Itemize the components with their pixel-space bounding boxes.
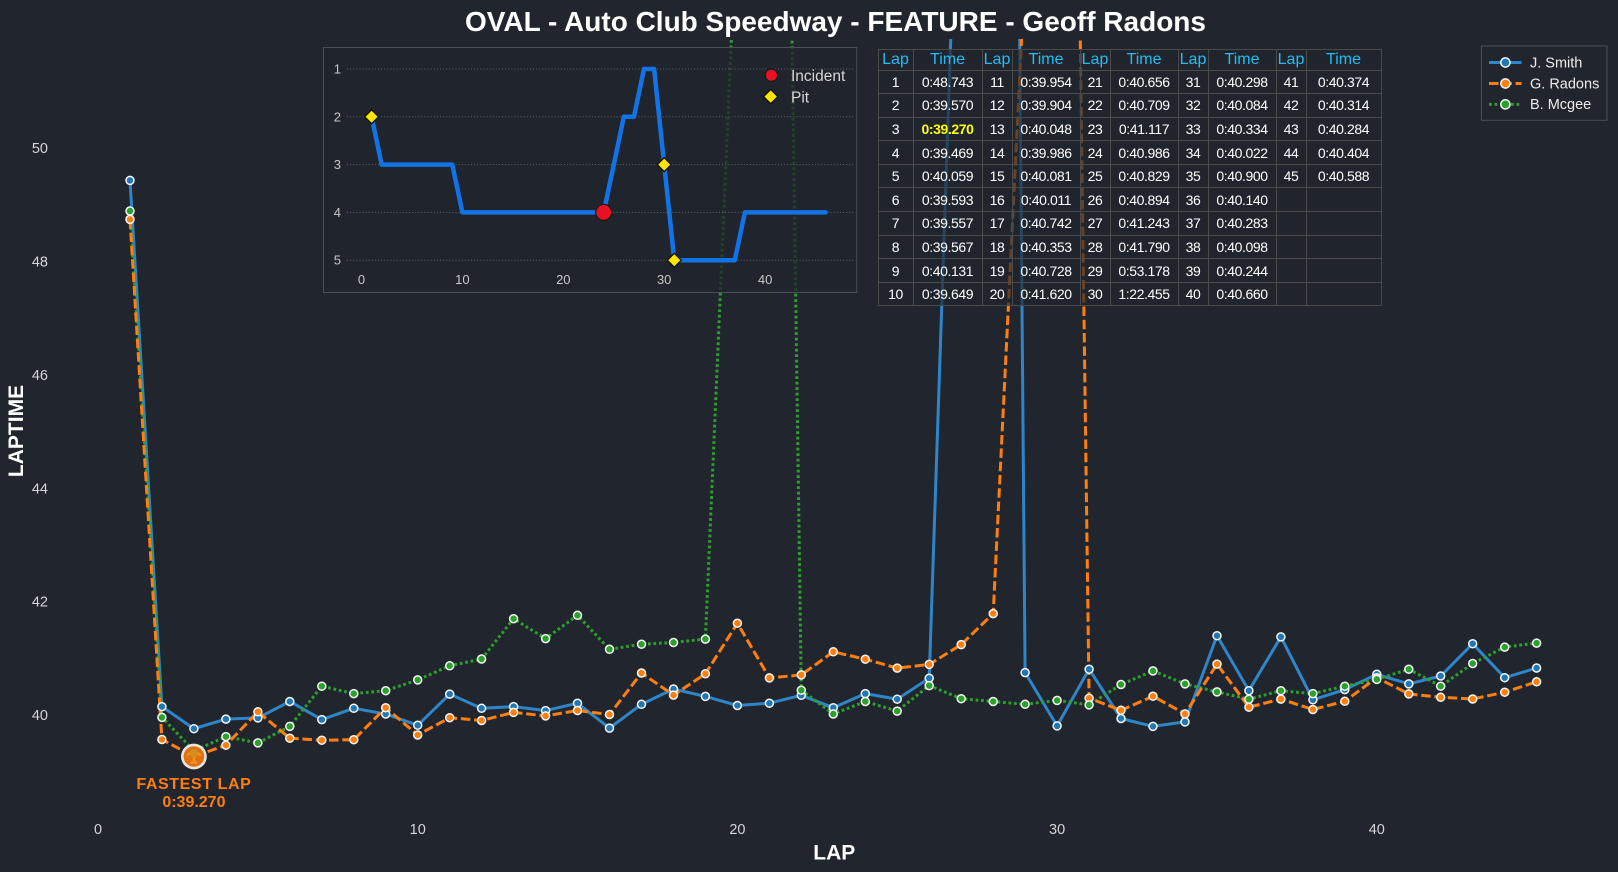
- svg-text:G. Radons: G. Radons: [1530, 76, 1599, 92]
- svg-text:0: 0: [94, 822, 102, 838]
- svg-text:46: 46: [32, 368, 48, 384]
- svg-text:48: 48: [32, 255, 48, 271]
- svg-text:Incident: Incident: [791, 68, 846, 85]
- svg-text:2: 2: [334, 109, 341, 124]
- svg-text:1: 1: [334, 62, 341, 77]
- svg-text:44: 44: [32, 481, 48, 497]
- svg-text:0: 0: [358, 272, 365, 287]
- svg-text:40: 40: [758, 272, 772, 287]
- svg-text:LAPTIME: LAPTIME: [5, 385, 28, 477]
- svg-text:20: 20: [556, 272, 570, 287]
- svg-text:Pit: Pit: [791, 89, 810, 106]
- svg-text:4: 4: [334, 205, 341, 220]
- svg-text:5: 5: [334, 253, 341, 268]
- svg-text:30: 30: [1049, 822, 1065, 838]
- svg-text:20: 20: [729, 822, 745, 838]
- svg-text:3: 3: [334, 157, 341, 172]
- svg-text:42: 42: [32, 595, 48, 611]
- svg-text:0:39.270: 0:39.270: [162, 794, 225, 811]
- svg-text:B. Mcgee: B. Mcgee: [1530, 97, 1591, 113]
- svg-text:30: 30: [657, 272, 671, 287]
- svg-text:LAP: LAP: [813, 842, 855, 865]
- svg-text:40: 40: [1369, 822, 1385, 838]
- svg-text:40: 40: [32, 708, 48, 724]
- svg-text:10: 10: [410, 822, 426, 838]
- svg-text:10: 10: [455, 272, 469, 287]
- svg-text:OVAL - Auto Club Speedway - FE: OVAL - Auto Club Speedway - FEATURE - Ge…: [465, 6, 1206, 37]
- svg-text:FASTEST LAP: FASTEST LAP: [136, 776, 251, 793]
- svg-text:J. Smith: J. Smith: [1530, 55, 1582, 71]
- svg-text:50: 50: [32, 141, 48, 157]
